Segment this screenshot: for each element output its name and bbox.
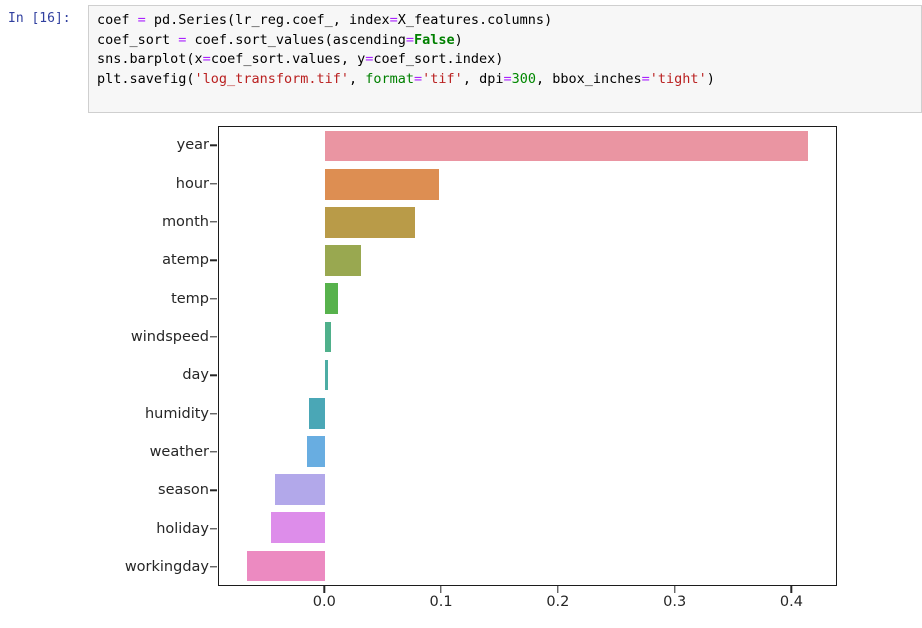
xtick-mark bbox=[440, 586, 442, 593]
bar-humidity bbox=[308, 397, 325, 429]
code-token: = bbox=[641, 70, 650, 87]
code-token: = bbox=[178, 31, 187, 48]
plot-area bbox=[218, 126, 837, 586]
code-token: coef_sort bbox=[97, 31, 179, 48]
xtick-mark bbox=[323, 586, 325, 593]
code-token: = bbox=[503, 70, 512, 87]
ytick-label-hour: hour bbox=[175, 175, 209, 192]
xtick-label: 0.3 bbox=[663, 594, 687, 610]
code-token: = bbox=[389, 12, 398, 28]
ytick-mark bbox=[210, 297, 217, 300]
input-prompt: In [16]: bbox=[8, 11, 71, 26]
xtick-mark bbox=[790, 586, 793, 593]
code-token: ) bbox=[706, 70, 715, 87]
code-token: , bbox_inches bbox=[535, 70, 642, 87]
ytick-mark bbox=[210, 451, 217, 453]
xtick-label: 0.4 bbox=[779, 594, 803, 610]
xtick-label: 0.1 bbox=[429, 594, 453, 610]
code-line: plt.savefig('log_transform.tif', format=… bbox=[97, 70, 913, 90]
ytick-mark bbox=[210, 221, 217, 223]
code-token: coef.sort_values(ascending bbox=[186, 31, 406, 48]
code-token: format bbox=[365, 70, 415, 87]
xtick-mark bbox=[673, 586, 676, 593]
ytick-label-month: month bbox=[161, 213, 209, 230]
code-line: coef_sort = coef.sort_values(ascending=F… bbox=[97, 31, 913, 51]
code-token: = bbox=[202, 51, 211, 67]
code-token: 'tight' bbox=[649, 70, 707, 87]
ytick-mark bbox=[210, 527, 217, 530]
ytick-mark bbox=[210, 259, 217, 261]
ytick-label-temp: temp bbox=[171, 290, 209, 307]
code-line: coef = pd.Series(lr_reg.coef_, index=X_f… bbox=[97, 11, 913, 31]
code-token: sns.barplot(x bbox=[97, 51, 203, 67]
bar-windspeed bbox=[324, 321, 331, 353]
bar-holiday bbox=[271, 512, 325, 543]
code-token: False bbox=[414, 31, 455, 48]
bar-season bbox=[274, 474, 325, 505]
bar-year bbox=[324, 130, 809, 162]
ytick-label-holiday: holiday bbox=[156, 520, 209, 537]
code-line: sns.barplot(x=coef_sort.values, y=coef_s… bbox=[97, 50, 913, 70]
bar-workingday bbox=[246, 550, 325, 582]
code-token: , bbox=[348, 70, 366, 87]
code-token: = bbox=[405, 31, 415, 48]
ytick-label-day: day bbox=[182, 367, 209, 384]
code-token: coef bbox=[97, 12, 138, 28]
code-token: X_features.columns) bbox=[397, 12, 553, 28]
ytick-mark bbox=[210, 412, 217, 415]
ytick-mark bbox=[210, 144, 217, 146]
code-token: coef_sort.values, y bbox=[210, 51, 366, 67]
code-token: coef_sort.index) bbox=[373, 51, 504, 67]
ytick-label-atemp: atemp bbox=[162, 252, 209, 269]
ytick-label-windspeed: windspeed bbox=[130, 328, 209, 345]
ytick-label-humidity: humidity bbox=[144, 405, 209, 422]
xtick-mark bbox=[557, 586, 559, 593]
xtick-label: 0.2 bbox=[546, 594, 570, 610]
bar-hour bbox=[324, 168, 440, 200]
ytick-mark bbox=[210, 336, 217, 338]
code-token: pd.Series(lr_reg.coef_, index bbox=[145, 12, 390, 28]
bar-atemp bbox=[324, 245, 362, 276]
ytick-label-weather: weather bbox=[149, 443, 209, 460]
ytick-mark bbox=[210, 374, 217, 376]
bar-temp bbox=[324, 283, 338, 314]
output-figure: year hour month atemp temp windspeed day humidi… bbox=[0, 110, 922, 628]
code-token: plt.savefig( bbox=[97, 70, 195, 87]
code-token: , dpi bbox=[462, 70, 504, 87]
bar-weather bbox=[307, 436, 325, 467]
bar-month bbox=[324, 207, 415, 238]
code-token: = bbox=[365, 51, 374, 67]
ytick-label-year: year bbox=[176, 137, 209, 154]
code-token: = bbox=[137, 12, 146, 28]
xtick-label: 0.0 bbox=[312, 594, 336, 610]
ytick-label-workingday: workingday bbox=[124, 558, 209, 575]
code-token: = bbox=[414, 70, 423, 87]
code-token: 300 bbox=[511, 70, 536, 87]
code-token: 'log_transform.tif' bbox=[194, 70, 349, 87]
ytick-mark bbox=[210, 489, 217, 491]
code-editor[interactable]: coef = pd.Series(lr_reg.coef_, index=X_f… bbox=[88, 5, 922, 113]
ytick-mark bbox=[210, 566, 217, 568]
code-token: 'tif' bbox=[422, 70, 463, 87]
code-token: ) bbox=[454, 31, 463, 48]
ytick-mark bbox=[210, 182, 217, 185]
ytick-label-season: season bbox=[158, 482, 209, 499]
bar-day bbox=[324, 359, 329, 391]
